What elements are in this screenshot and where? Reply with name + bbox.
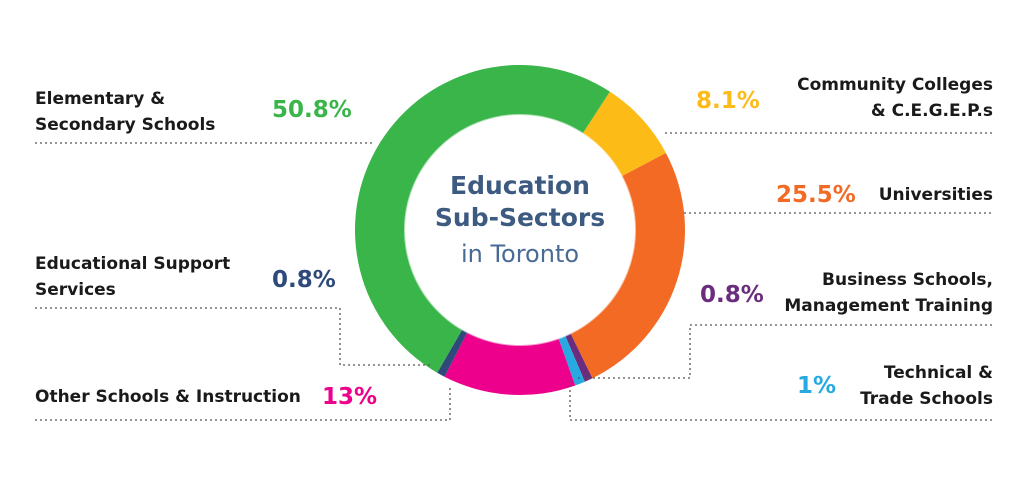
value-label: 0.8% bbox=[272, 267, 336, 293]
category-label: Elementary & Secondary Schools bbox=[35, 89, 216, 135]
category-label: Business Schools, Management Training bbox=[784, 270, 993, 316]
chart-subtitle: in Toronto bbox=[460, 240, 580, 268]
value-label: 50.8% bbox=[272, 97, 352, 123]
leader-line bbox=[35, 307, 432, 366]
donut-segment bbox=[565, 333, 593, 382]
category-label: Community Colleges & C.E.G.E.P.s bbox=[797, 75, 993, 121]
center bbox=[412, 122, 628, 338]
inner-ring bbox=[404, 114, 636, 346]
category-label: Other Schools & Instruction bbox=[35, 387, 301, 407]
value-label: 25.5% bbox=[776, 182, 856, 208]
leader-line bbox=[578, 324, 993, 379]
donut-segment bbox=[444, 332, 576, 395]
value-label: 8.1% bbox=[696, 88, 760, 114]
value-label: 13% bbox=[322, 384, 378, 410]
leader-line bbox=[569, 380, 993, 421]
category-label: Educational Support Services bbox=[35, 254, 231, 300]
donut-segment bbox=[354, 64, 610, 373]
donut-segment bbox=[570, 152, 685, 379]
category-label: Universities bbox=[878, 185, 993, 205]
chart-title: Education Sub-Sectors bbox=[434, 171, 606, 232]
donut-segment bbox=[558, 335, 585, 386]
donut-segment bbox=[437, 329, 468, 377]
leader-line bbox=[35, 385, 451, 421]
donut-segment bbox=[582, 91, 666, 177]
value-label: 1% bbox=[797, 373, 837, 399]
value-label: 0.8% bbox=[700, 282, 764, 308]
category-label: Technical & Trade Schools bbox=[860, 363, 993, 409]
